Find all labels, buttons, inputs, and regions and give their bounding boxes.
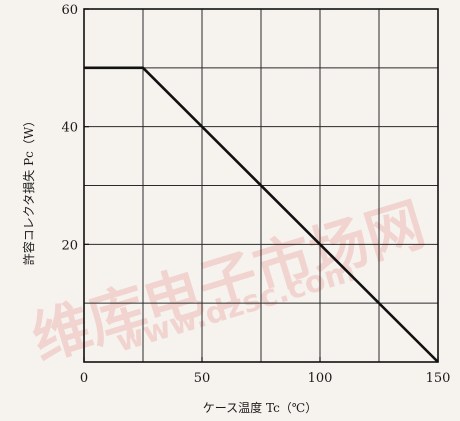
- y-axis-label: 許容コレクタ損失 Pc（W）: [21, 115, 36, 265]
- y-tick-label: 60: [61, 3, 78, 18]
- series-line: [84, 66, 439, 363]
- watermark-cn-text: 维库电子市场网: [24, 190, 432, 374]
- x-tick-label: 100: [308, 371, 333, 386]
- x-tick-label: 50: [194, 371, 211, 386]
- watermark: 维库电子市场网 www.dzsc.com: [24, 190, 432, 374]
- x-axis-label: ケース温度 Tc（℃）: [203, 400, 317, 415]
- tick-labels: 0 50 100 150 20 40 60: [61, 3, 450, 386]
- y-tick-label: 20: [61, 238, 78, 253]
- y-tick-label: 40: [61, 121, 78, 136]
- series-layer: [84, 66, 439, 363]
- x-tick-label: 0: [80, 371, 88, 386]
- x-tick-label: 150: [426, 371, 451, 386]
- plot-frame: [83, 8, 439, 363]
